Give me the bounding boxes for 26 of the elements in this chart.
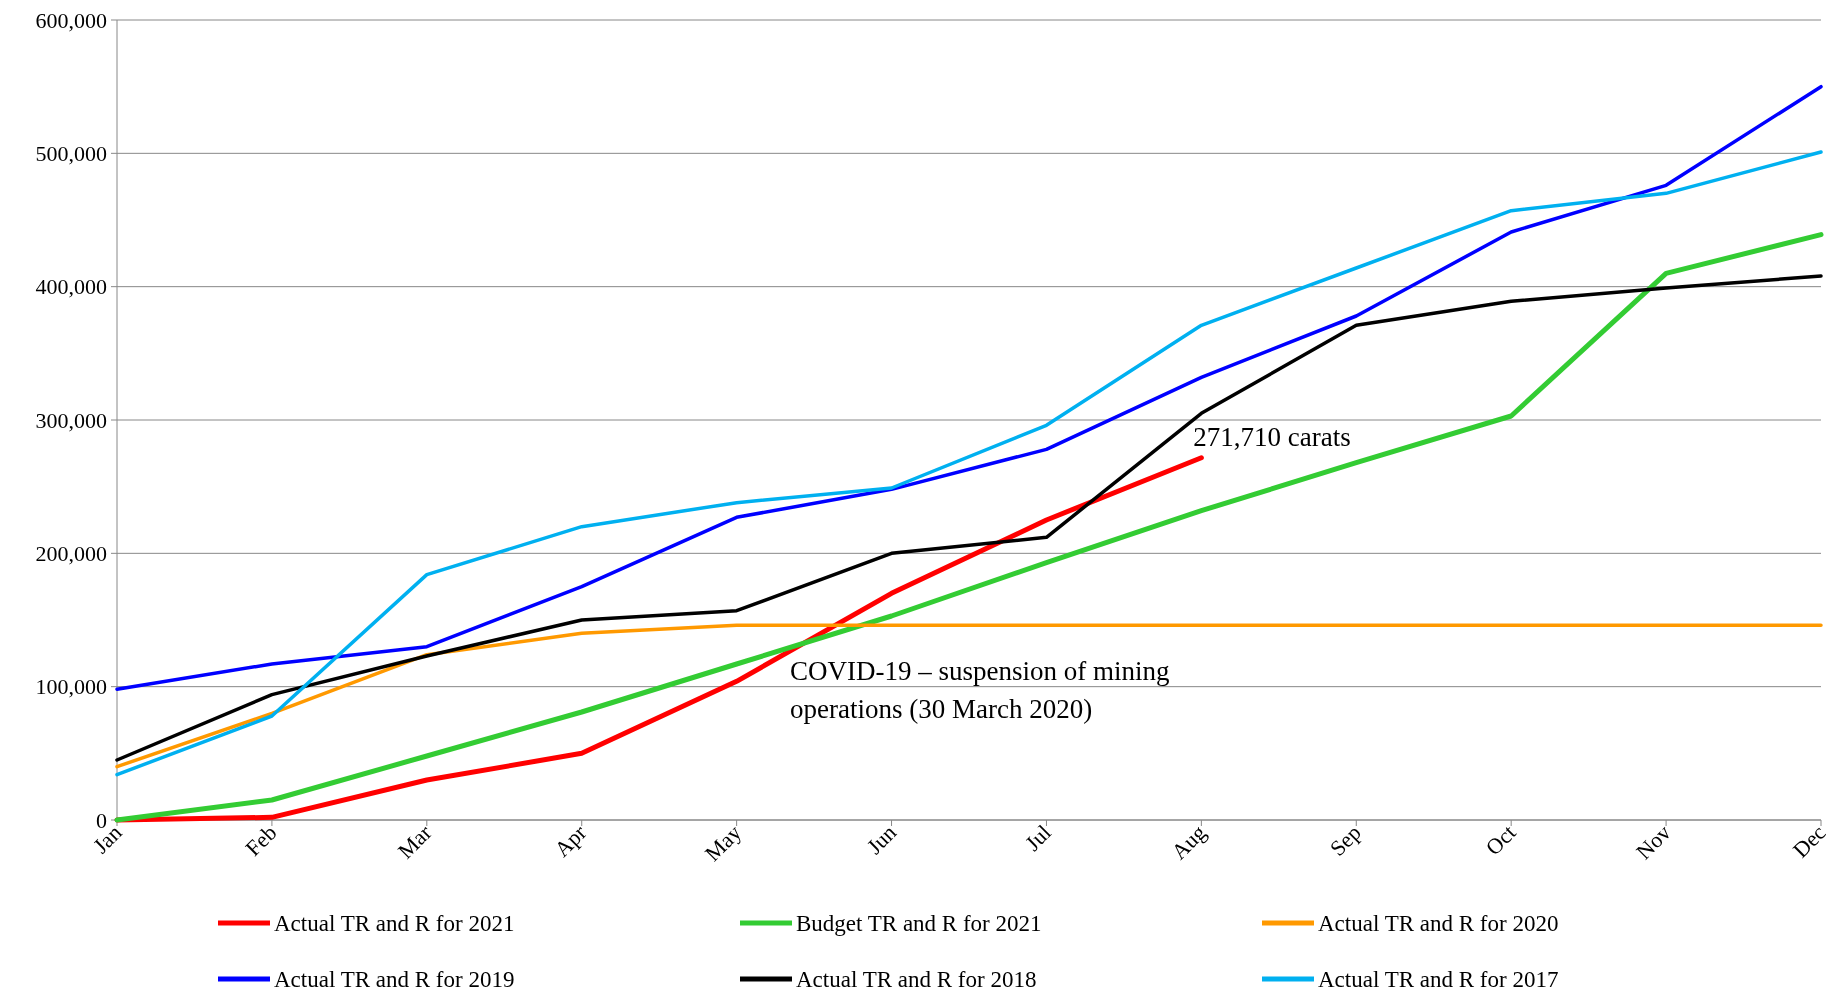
legend-label: Actual TR and R for 2018: [796, 967, 1037, 993]
y-tick-label: 100,000: [35, 674, 107, 700]
x-tick-label: Dec: [1787, 819, 1827, 863]
x-tick-label: Feb: [240, 819, 282, 861]
x-tick-label: Oct: [1480, 819, 1521, 860]
x-tick-label: Mar: [392, 819, 437, 864]
y-tick-label: 300,000: [35, 407, 107, 433]
legend-label: Actual TR and R for 2019: [274, 967, 515, 993]
x-tick-label: Apr: [549, 819, 592, 862]
y-tick-label: 400,000: [35, 274, 107, 300]
annotation: COVID-19 – suspension of mining operations (30 March 2020): [790, 656, 1170, 724]
legend-label: Actual TR and R for 2017: [1318, 967, 1559, 993]
annotation: 271,710 carats: [1193, 421, 1351, 452]
x-tick-label: Jun: [861, 819, 902, 860]
x-tick-label: Jul: [1020, 819, 1056, 856]
y-tick-label: 200,000: [35, 541, 107, 567]
x-tick-label: Sep: [1324, 819, 1366, 861]
legend-label: Budget TR and R for 2021: [796, 911, 1042, 937]
y-tick-label: 600,000: [35, 7, 107, 33]
x-tick-label: Aug: [1166, 819, 1211, 865]
y-tick-label: 0: [96, 807, 107, 833]
legend-label: Actual TR and R for 2020: [1318, 911, 1559, 937]
y-tick-label: 500,000: [35, 141, 107, 167]
x-tick-label: May: [699, 819, 747, 867]
legend-label: Actual TR and R for 2021: [274, 911, 515, 937]
x-tick-label: Nov: [1631, 819, 1676, 865]
